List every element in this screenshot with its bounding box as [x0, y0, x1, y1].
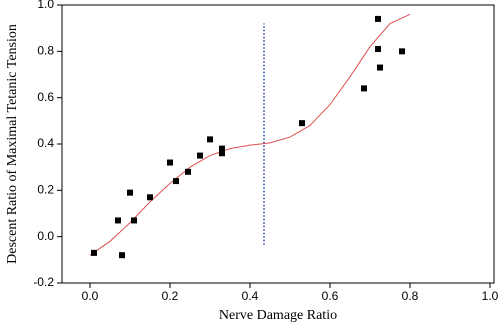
- data-point: [131, 217, 137, 224]
- fit-curve: [89, 13, 411, 256]
- x-tick-label: 1.0: [482, 289, 499, 303]
- x-axis-title: Nerve Damage Ratio: [219, 308, 337, 323]
- data-point: [115, 217, 121, 224]
- data-point: [197, 152, 203, 159]
- data-point: [147, 194, 153, 201]
- data-point: [167, 159, 173, 166]
- data-point: [185, 168, 191, 175]
- y-tick-label: 0.0: [37, 229, 54, 243]
- data-point: [361, 85, 367, 92]
- x-tick-label: 0.4: [242, 289, 259, 303]
- data-point: [299, 120, 305, 127]
- y-tick-label: 0.8: [37, 44, 54, 58]
- x-tick-label: 0.2: [162, 289, 179, 303]
- data-point: [91, 249, 97, 256]
- data-point: [375, 15, 381, 22]
- data-point: [219, 150, 225, 157]
- data-point: [207, 136, 213, 143]
- data-point: [127, 189, 133, 196]
- y-tick-label: 1.0: [37, 0, 54, 11]
- plot-frame: [61, 4, 495, 284]
- y-axis-title: Descent Ratio of Maximal Tetanic Tension: [5, 24, 20, 264]
- y-tick-label: 0.6: [37, 90, 54, 104]
- x-tick-label: 0.0: [82, 289, 99, 303]
- data-point: [399, 48, 405, 55]
- data-point: [173, 178, 179, 185]
- x-tick-label: 0.6: [322, 289, 339, 303]
- data-point: [219, 145, 225, 152]
- data-point: [119, 252, 125, 259]
- x-tick-label: 0.8: [402, 289, 419, 303]
- y-tick-label: -0.2: [33, 275, 54, 289]
- y-tick-label: 0.4: [37, 136, 54, 150]
- y-tick-label: 0.2: [37, 183, 54, 197]
- data-point: [375, 46, 381, 53]
- data-point: [377, 64, 383, 71]
